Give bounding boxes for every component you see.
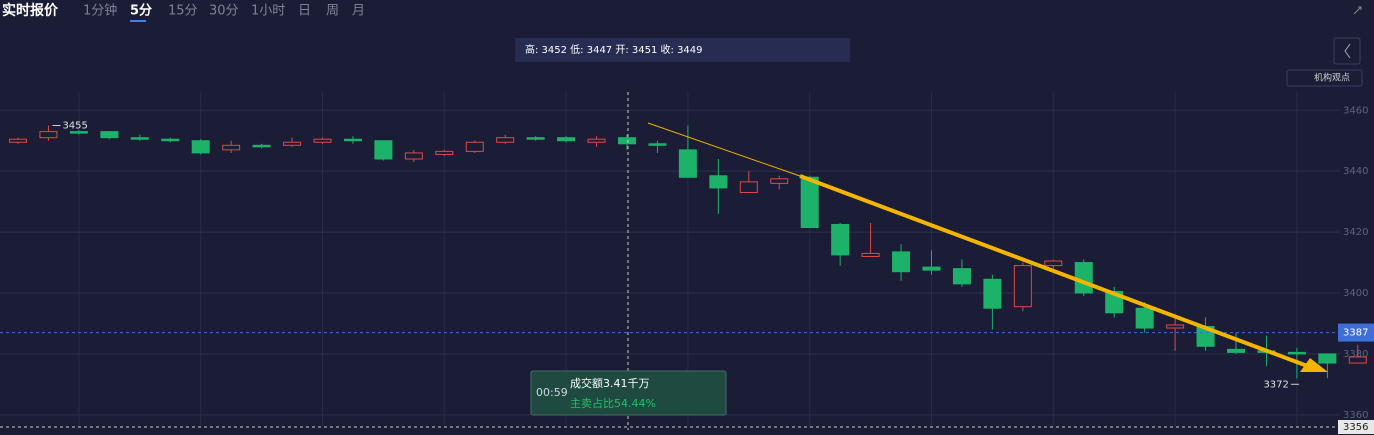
candle-body <box>283 141 302 146</box>
candle-body <box>1135 307 1154 329</box>
tab[interactable]: 5分 <box>130 3 152 19</box>
candle-body <box>465 141 484 152</box>
candle-body <box>770 178 789 184</box>
candle-body <box>1013 265 1032 308</box>
candle-body <box>709 175 728 189</box>
candle-body <box>435 150 454 155</box>
candle-body <box>1166 324 1185 329</box>
candle-body <box>587 138 606 143</box>
y-tick-label: 3360 <box>1343 410 1368 421</box>
y-tick-label: 3380 <box>1343 349 1368 360</box>
tab[interactable]: 1小时 <box>251 4 285 19</box>
arrow-head <box>1300 358 1328 372</box>
candle-body <box>374 140 393 160</box>
candle-body <box>739 181 758 194</box>
info-box <box>515 38 850 62</box>
info-text: 高: 3452 低: 3447 开: 3451 收: 3449 <box>525 43 703 56</box>
candle-body <box>222 144 241 151</box>
candle-body <box>1287 351 1306 355</box>
plot-area: 3360 3380 3400 3420 3440 3460 3387 3356 3455 3372 <box>0 92 1374 434</box>
candle-body <box>161 138 180 142</box>
y-tick-label: 3440 <box>1343 166 1368 177</box>
tab[interactable]: 1分钟 <box>83 3 117 19</box>
candle-body <box>861 252 880 257</box>
candle-body <box>39 131 58 139</box>
tooltip-time: 00:59 <box>536 386 568 399</box>
trend-line <box>647 122 801 177</box>
candle-body <box>1227 348 1245 353</box>
candle-body <box>1318 353 1337 364</box>
back-button[interactable] <box>1333 37 1361 65</box>
min-marker-label: 3372 <box>1263 379 1288 390</box>
tab-bar: 1分钟 5分 15分 30分 1小时日周月 <box>83 3 365 22</box>
candle-body <box>9 138 27 143</box>
tab[interactable]: 30分 <box>209 4 239 19</box>
candle-body <box>618 137 636 145</box>
candle-body <box>69 131 88 134</box>
candle-body <box>404 152 423 160</box>
tooltip-ratio: 主卖占比54.44% <box>570 396 656 410</box>
candle-body <box>557 137 576 142</box>
y-tick-label: 3400 <box>1343 288 1368 299</box>
candle-body <box>1044 260 1063 267</box>
tab[interactable]: 15分 <box>168 4 198 19</box>
current-price-label: 3387 <box>1343 328 1368 339</box>
bottom-price-box <box>1338 420 1374 434</box>
candle-body <box>130 137 149 140</box>
tab-underline <box>130 20 146 22</box>
candle-body <box>892 251 911 273</box>
candle-body <box>678 149 697 178</box>
candle-body <box>648 143 667 146</box>
back-icon <box>1344 43 1351 59</box>
candle-body <box>252 144 271 148</box>
bottom-price-label: 3356 <box>1343 422 1368 433</box>
candle-body <box>922 266 941 271</box>
candle-body <box>983 278 1002 309</box>
candle-body <box>313 138 332 143</box>
current-price-box <box>1338 323 1374 342</box>
max-marker-label: 3455 <box>62 121 87 132</box>
tab[interactable]: 月 <box>352 4 365 19</box>
candle-body <box>496 137 515 143</box>
candle-body <box>1348 356 1367 364</box>
collapse-icon[interactable] <box>1353 6 1362 15</box>
tab[interactable]: 日 <box>298 4 311 19</box>
candle-body <box>100 131 119 139</box>
candle-body <box>191 140 210 154</box>
tooltip <box>530 370 727 416</box>
candle-body <box>800 176 819 229</box>
candle-body <box>1074 262 1093 294</box>
y-tick-label: 3420 <box>1343 227 1368 238</box>
trend-arrow <box>799 174 1311 369</box>
candle-body <box>831 223 850 256</box>
opinion-button[interactable] <box>1286 69 1363 87</box>
tooltip-amount: 成交额3.41千万 <box>570 376 650 390</box>
candle-body <box>526 137 545 140</box>
header-title: 实时报价 <box>2 2 59 19</box>
opinion-text: 机构观点 <box>1314 72 1350 84</box>
candle-body <box>952 268 971 285</box>
tab[interactable]: 周 <box>326 4 339 19</box>
candle-body <box>343 138 362 142</box>
y-tick-label: 3460 <box>1343 105 1368 116</box>
